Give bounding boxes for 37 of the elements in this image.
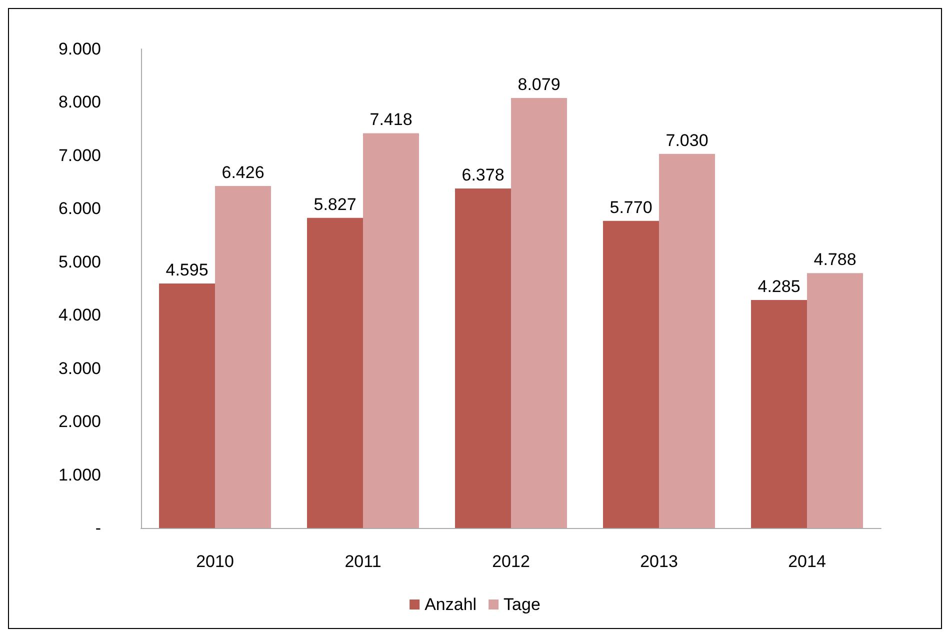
y-tick-label: - [95,518,101,538]
data-label: 8.079 [518,75,560,94]
data-label: 5.827 [314,194,356,214]
x-tick-label: 2012 [492,552,530,571]
bar [307,218,363,528]
y-tick-label: 5.000 [58,252,101,272]
y-tick-label: 9.000 [58,40,101,58]
y-tick-label: 8.000 [58,92,101,112]
y-tick-label: 6.000 [58,199,101,218]
y-tick-label: 4.000 [58,306,101,325]
x-tick-label: 2014 [788,552,826,571]
bar [659,154,715,528]
data-label: 4.595 [166,260,208,280]
data-label: 6.426 [222,162,264,182]
y-tick-label: 3.000 [58,358,101,378]
data-label: 7.418 [370,110,412,130]
y-tick-label: 7.000 [58,146,101,165]
bar [455,188,511,528]
y-tick-label: 1.000 [58,465,101,484]
bar [215,186,271,528]
bar [603,220,659,528]
x-tick-label: 2010 [196,552,234,571]
bar [751,300,807,528]
data-label: 7.030 [666,130,708,150]
legend-label: Tage [504,595,540,614]
y-tick-label: 2.000 [58,412,101,432]
x-tick-label: 2011 [344,552,382,571]
data-label: 5.770 [610,198,652,217]
data-label: 4.788 [814,250,856,270]
bar [511,98,567,528]
legend-label: Anzahl [424,595,477,614]
bar [807,273,863,528]
data-label: 6.378 [462,166,504,185]
bar [363,133,419,528]
data-label: 4.285 [758,276,800,296]
bar [159,283,215,528]
x-tick-label: 2013 [640,552,678,571]
